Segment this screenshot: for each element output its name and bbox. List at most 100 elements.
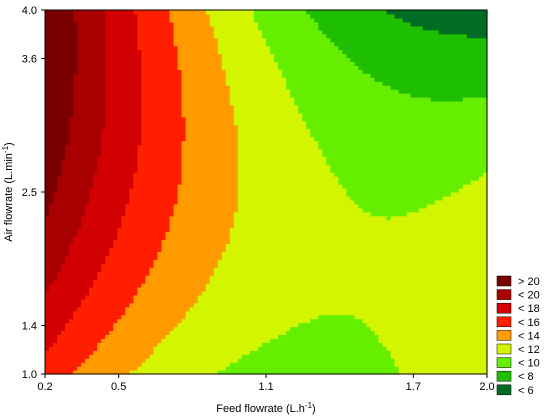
contour-cell [117,306,122,312]
contour-cell [61,330,66,335]
contour-cell [157,338,163,343]
contour-cell [438,366,444,371]
contour-cell [418,306,424,312]
contour-cell [117,275,122,280]
contour-cell [45,346,50,351]
contour-cell [466,219,472,225]
contour-cell [278,290,283,296]
contour-cell [430,267,436,272]
contour-cell [73,318,78,324]
contour-cell [137,199,142,205]
contour-cell [354,211,359,217]
contour-cell [157,267,163,272]
contour-cell [189,192,195,197]
contour-cell [286,211,291,217]
contour-cell [326,279,331,284]
contour-cell [185,259,191,264]
contour-cell [237,231,243,237]
contour-cell [101,350,106,355]
contour-cell [282,275,287,280]
contour-cell [338,354,343,359]
contour-cell [414,227,420,233]
contour-cell [378,350,384,355]
contour-cell [245,227,251,233]
contour-cell [442,338,448,343]
contour-cell [117,259,122,264]
contour-cell [185,199,191,205]
contour-cell [450,354,456,359]
contour-cell [133,298,138,304]
contour-cell [294,251,299,256]
contour-cell [282,227,287,233]
contour-cell [334,314,339,320]
contour-cell [446,342,452,347]
contour-cell [390,346,396,351]
contour-cell [386,370,392,375]
contour-cell [45,211,50,217]
contour-cell [145,215,151,221]
contour-cell [225,275,231,280]
contour-cell [302,279,307,284]
contour-cell [482,259,488,264]
contour-cell [434,326,440,332]
contour-cell [450,314,456,320]
contour-cell [398,227,404,233]
contour-cell [326,306,331,312]
contour-cell [266,223,271,229]
contour-cell [402,334,408,339]
contour-cell [253,279,259,284]
contour-cell [225,306,231,312]
contour-cell [378,358,384,363]
contour-cell [77,350,82,355]
contour-cell [266,290,271,296]
contour-cell [270,227,275,233]
contour-cell [306,294,311,300]
contour-cell [169,267,175,272]
contour-cell [394,195,400,201]
contour-cell [414,247,420,252]
contour-cell [129,294,134,300]
contour-cell [374,350,380,355]
contour-cell [133,223,138,229]
contour-cell [294,199,299,205]
contour-cell [169,334,175,339]
contour-cell [482,231,488,237]
contour-cell [221,314,227,320]
contour-cell [237,235,243,241]
contour-cell [430,342,436,347]
contour-cell [201,235,207,241]
contour-cell [418,338,424,343]
contour-cell [274,354,279,359]
contour-cell [334,350,339,355]
contour-cell [97,251,102,256]
contour-cell [346,290,351,296]
contour-cell [165,192,171,197]
contour-cell [193,203,199,209]
contour-cell [302,283,307,288]
contour-cell [310,211,315,217]
contour-cell [53,286,58,292]
contour-cell [390,298,396,304]
contour-cell [101,342,106,347]
contour-cell [133,259,138,264]
contour-cell [394,354,400,359]
contour-cell [105,255,110,260]
contour-cell [201,259,207,264]
contour-cell [249,231,255,237]
contour-cell [346,203,351,209]
contour-cell [73,358,78,363]
contour-cell [350,231,355,237]
contour-cell [398,326,404,332]
contour-cell [109,346,114,351]
contour-cell [85,243,90,248]
contour-cell [446,275,452,280]
contour-cell [225,255,231,260]
contour-cell [193,290,199,296]
contour-cell [185,322,191,328]
contour-cell [398,263,404,268]
contour-cell [161,338,167,343]
contour-cell [113,358,118,363]
contour-cell [414,358,420,363]
contour-cell [217,286,223,292]
